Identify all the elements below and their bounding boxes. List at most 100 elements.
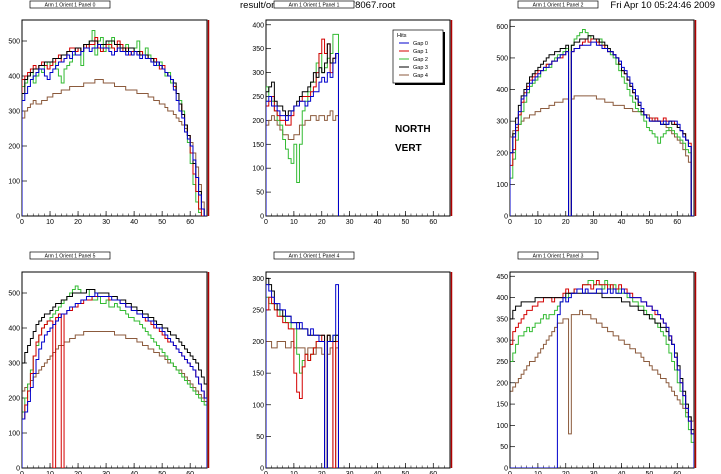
y-tick-label: 400	[496, 295, 508, 302]
y-tick-label: 400	[8, 326, 20, 333]
x-tick-label: 20	[74, 471, 82, 474]
x-tick-label: 0	[20, 471, 24, 474]
x-tick-label: 20	[318, 219, 326, 226]
panel-title-box	[517, 0, 599, 9]
y-tick-label: 200	[252, 339, 264, 346]
y-tick-label: 200	[8, 144, 20, 151]
y-tick-label: 200	[8, 396, 20, 403]
histogram-panel-0: Arm 1 Orient 1 Panel 0 0 10 20 30 40 50 60 0 100 2…	[8, 0, 210, 226]
x-tick-label: 40	[130, 219, 138, 226]
x-tick-label: 60	[429, 471, 437, 474]
x-tick-label: 40	[374, 471, 382, 474]
legend-box	[392, 29, 444, 84]
y-tick-label: 0	[504, 466, 508, 473]
x-tick-label: 30	[346, 219, 354, 226]
y-tick-label: 100	[252, 402, 264, 409]
y-tick-label: 500	[8, 39, 20, 46]
histogram-panel-4: Arm 1 Orient 1 Panel 4 0 10 20 30 40 50 60 0 50 10…	[252, 251, 453, 474]
x-tick-label: 0	[508, 471, 512, 474]
x-tick-label: 20	[562, 219, 570, 226]
x-tick-label: 0	[20, 219, 24, 226]
series-group	[22, 30, 207, 216]
x-tick-label: 30	[590, 471, 598, 474]
plot-frame	[509, 271, 695, 469]
series-gap-4	[510, 95, 694, 216]
x-tick-label: 50	[645, 219, 653, 226]
y-tick-label: 0	[16, 214, 20, 221]
series-gap-4	[510, 309, 694, 468]
x-tick-label: 20	[74, 219, 82, 226]
x-tick-label: 30	[346, 471, 354, 474]
x-tick-label: 30	[102, 219, 110, 226]
legend-entry: Gap 4	[413, 73, 428, 79]
series-gap-2	[510, 280, 694, 468]
series-gap-0	[22, 44, 207, 216]
x-tick-label: 60	[429, 219, 437, 226]
series-group	[510, 28, 694, 216]
y-tick-label: 0	[260, 466, 264, 473]
series-gap-0	[510, 41, 694, 216]
x-tick-label: 30	[102, 471, 110, 474]
legend-entry: Gap 1	[413, 49, 428, 55]
y-tick-label: 350	[252, 46, 264, 53]
series-group	[266, 33, 339, 216]
x-tick-label: 0	[264, 219, 268, 226]
x-tick-label: 0	[264, 471, 268, 474]
legend-entry: Gap 0	[413, 41, 428, 47]
timestamp: Fri Apr 10 05:24:46 2009	[610, 0, 715, 11]
panel-title: Arm 1 Orient 1 Panel 2	[533, 3, 584, 9]
x-tick-label: 60	[186, 219, 194, 226]
panel-title-box	[273, 0, 355, 9]
x-tick-label: 40	[374, 219, 382, 226]
panel-title: Arm 1 Orient 1 Panel 3	[533, 254, 584, 260]
histogram-panel-1: Arm 1 Orient 1 Panel 1 0 10 20 30 40 50 60 0 50 10…	[252, 0, 453, 226]
y-tick-label: 100	[8, 431, 20, 438]
y-tick-label: 500	[496, 55, 508, 62]
histogram-panel-3: Arm 1 Orient 1 Panel 3 0 10 20 30 40 50 60 0 50 10…	[496, 251, 697, 474]
x-tick-label: 10	[290, 219, 298, 226]
y-tick-label: 200	[252, 118, 264, 125]
series-group	[510, 280, 694, 468]
y-tick-label: 300	[8, 109, 20, 116]
y-tick-label: 400	[8, 74, 20, 81]
y-tick-label: 500	[8, 291, 20, 298]
y-tick-label: 100	[496, 423, 508, 430]
y-tick-label: 250	[496, 359, 508, 366]
x-tick-label: 40	[130, 471, 138, 474]
y-tick-label: 300	[496, 119, 508, 126]
x-tick-label: 50	[401, 219, 409, 226]
y-tick-label: 50	[256, 190, 264, 197]
panel-title-box	[29, 251, 111, 260]
x-tick-label: 50	[158, 219, 166, 226]
y-tick-label: 300	[8, 361, 20, 368]
x-tick-label: 20	[318, 471, 326, 474]
series-group	[22, 285, 207, 468]
panel-title: Arm 1 Orient 1 Panel 1	[289, 3, 340, 9]
y-tick-label: 150	[496, 402, 508, 409]
x-tick-label: 60	[673, 219, 681, 226]
y-tick-label: 50	[256, 434, 264, 441]
panel-title: Arm 1 Orient 1 Panel 0	[45, 3, 96, 9]
annotation-north: NORTH	[395, 124, 431, 135]
y-tick-label: 100	[252, 166, 264, 173]
panel-title-box	[517, 251, 599, 260]
x-tick-label: 10	[534, 219, 542, 226]
y-tick-label: 200	[496, 150, 508, 157]
x-tick-label: 40	[618, 471, 626, 474]
panel-title: Arm 1 Orient 1 Panel 5	[45, 254, 96, 260]
y-tick-label: 100	[496, 182, 508, 189]
y-tick-label: 250	[252, 94, 264, 101]
histogram-panel-5: Arm 1 Orient 1 Panel 5 0 10 20 30 40 50 60 0 100 2…	[8, 251, 210, 474]
legend-entry: Gap 2	[413, 57, 428, 63]
legend-entry: Gap 3	[413, 65, 428, 71]
histogram-panel-2: Arm 1 Orient 1 Panel 20 10 20 30 40 50 6001002…	[496, 0, 697, 226]
panel-title-box	[29, 0, 111, 9]
y-tick-label: 0	[260, 214, 264, 221]
annotation-vert: VERT	[395, 143, 422, 154]
series-gap-4	[22, 79, 207, 216]
x-tick-label: 30	[590, 219, 598, 226]
y-tick-label: 400	[252, 22, 264, 29]
x-tick-label: 60	[673, 471, 681, 474]
y-tick-label: 150	[252, 142, 264, 149]
